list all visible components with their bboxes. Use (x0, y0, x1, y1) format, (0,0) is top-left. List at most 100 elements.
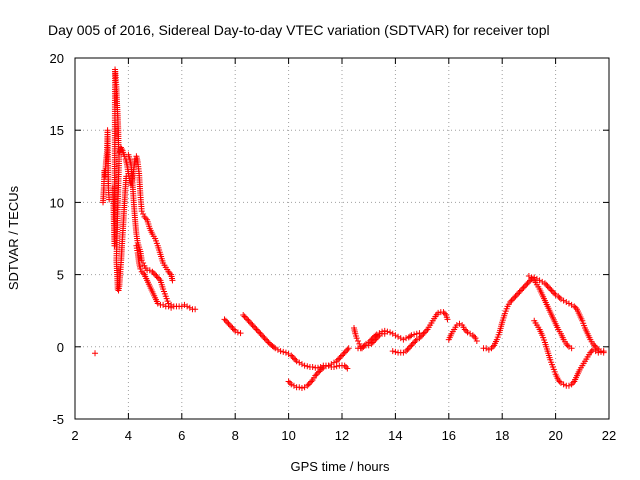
data-point (146, 267, 153, 274)
data-point (241, 313, 248, 320)
data-point (178, 303, 185, 310)
data-point (258, 332, 265, 339)
data-point (343, 348, 350, 355)
data-point (254, 327, 261, 334)
data-point (441, 310, 448, 317)
data-point (483, 345, 490, 352)
data-point (551, 290, 558, 297)
data-point (421, 329, 428, 336)
data-point (277, 348, 284, 355)
data-point (417, 333, 424, 340)
data-point (286, 379, 293, 386)
data-point (571, 303, 578, 310)
data-point (392, 332, 399, 339)
data-point (153, 273, 160, 280)
data-point (557, 379, 564, 386)
data-point (355, 338, 362, 345)
data-point (488, 345, 495, 352)
data-point (392, 348, 399, 355)
y-axis-label: SDTVAR / TECUs (6, 185, 21, 290)
data-point (253, 326, 260, 333)
series-arc-19-lower (531, 317, 607, 389)
series-arc-17.3 (480, 274, 607, 356)
data-point (140, 210, 147, 217)
data-point (552, 291, 559, 298)
data-point (416, 335, 423, 342)
data-point (290, 355, 297, 362)
data-point (245, 317, 252, 324)
data-point (543, 281, 550, 288)
data-point (312, 372, 319, 379)
data-point (154, 300, 161, 307)
data-point (230, 326, 237, 333)
data-point (544, 283, 551, 290)
data-point (387, 329, 394, 336)
series-arc-7.7 (221, 316, 244, 337)
data-point (569, 379, 576, 386)
data-point (298, 361, 305, 368)
data-point (261, 335, 268, 342)
y-tick-label: 0 (57, 340, 64, 355)
data-point (118, 145, 125, 152)
data-point (489, 343, 496, 350)
series-arc-10 (285, 345, 352, 391)
data-point (592, 348, 599, 355)
data-point (316, 368, 323, 375)
data-point (340, 351, 347, 358)
data-point (413, 336, 420, 343)
x-tick-label: 6 (178, 428, 185, 443)
data-point (192, 306, 199, 313)
data-point (403, 335, 410, 342)
data-point (184, 303, 191, 310)
data-point (557, 296, 564, 303)
data-point (360, 343, 367, 350)
data-point (464, 329, 471, 336)
data-point (563, 299, 570, 306)
data-point (528, 274, 535, 281)
data-point (257, 330, 264, 337)
data-point (411, 339, 418, 346)
series-isolated (92, 350, 99, 357)
data-point (337, 353, 344, 360)
x-tick-label: 12 (335, 428, 349, 443)
data-point (289, 353, 296, 360)
data-point (160, 301, 167, 308)
x-tick-label: 18 (495, 428, 509, 443)
data-point (142, 215, 149, 222)
data-point (138, 208, 145, 215)
data-point (572, 304, 579, 311)
data-point (186, 304, 193, 311)
data-point (555, 293, 562, 300)
data-point (472, 335, 479, 342)
data-point (226, 322, 233, 329)
data-point (237, 330, 244, 337)
data-point (256, 329, 263, 336)
series-arc-16 (445, 320, 480, 345)
data-point (290, 382, 297, 389)
data-point (400, 336, 407, 343)
data-point (413, 330, 420, 337)
data-point (372, 336, 379, 343)
y-tick-label: 5 (57, 268, 64, 283)
data-point (365, 342, 372, 349)
data-point (304, 363, 311, 370)
data-point (309, 364, 316, 371)
data-point (444, 316, 451, 323)
data-point (264, 338, 271, 345)
data-point (140, 270, 147, 277)
data-point (375, 333, 382, 340)
data-point (511, 294, 518, 301)
data-point (529, 275, 536, 282)
data-point (292, 356, 299, 363)
data-point (568, 345, 575, 352)
data-point (373, 335, 380, 342)
y-tick-label: -5 (52, 412, 64, 427)
data-point (467, 330, 474, 337)
data-point (166, 270, 173, 277)
data-point (565, 343, 572, 350)
data-point (333, 363, 340, 370)
data-point (262, 336, 269, 343)
data-point (524, 280, 531, 287)
data-point (389, 348, 396, 355)
